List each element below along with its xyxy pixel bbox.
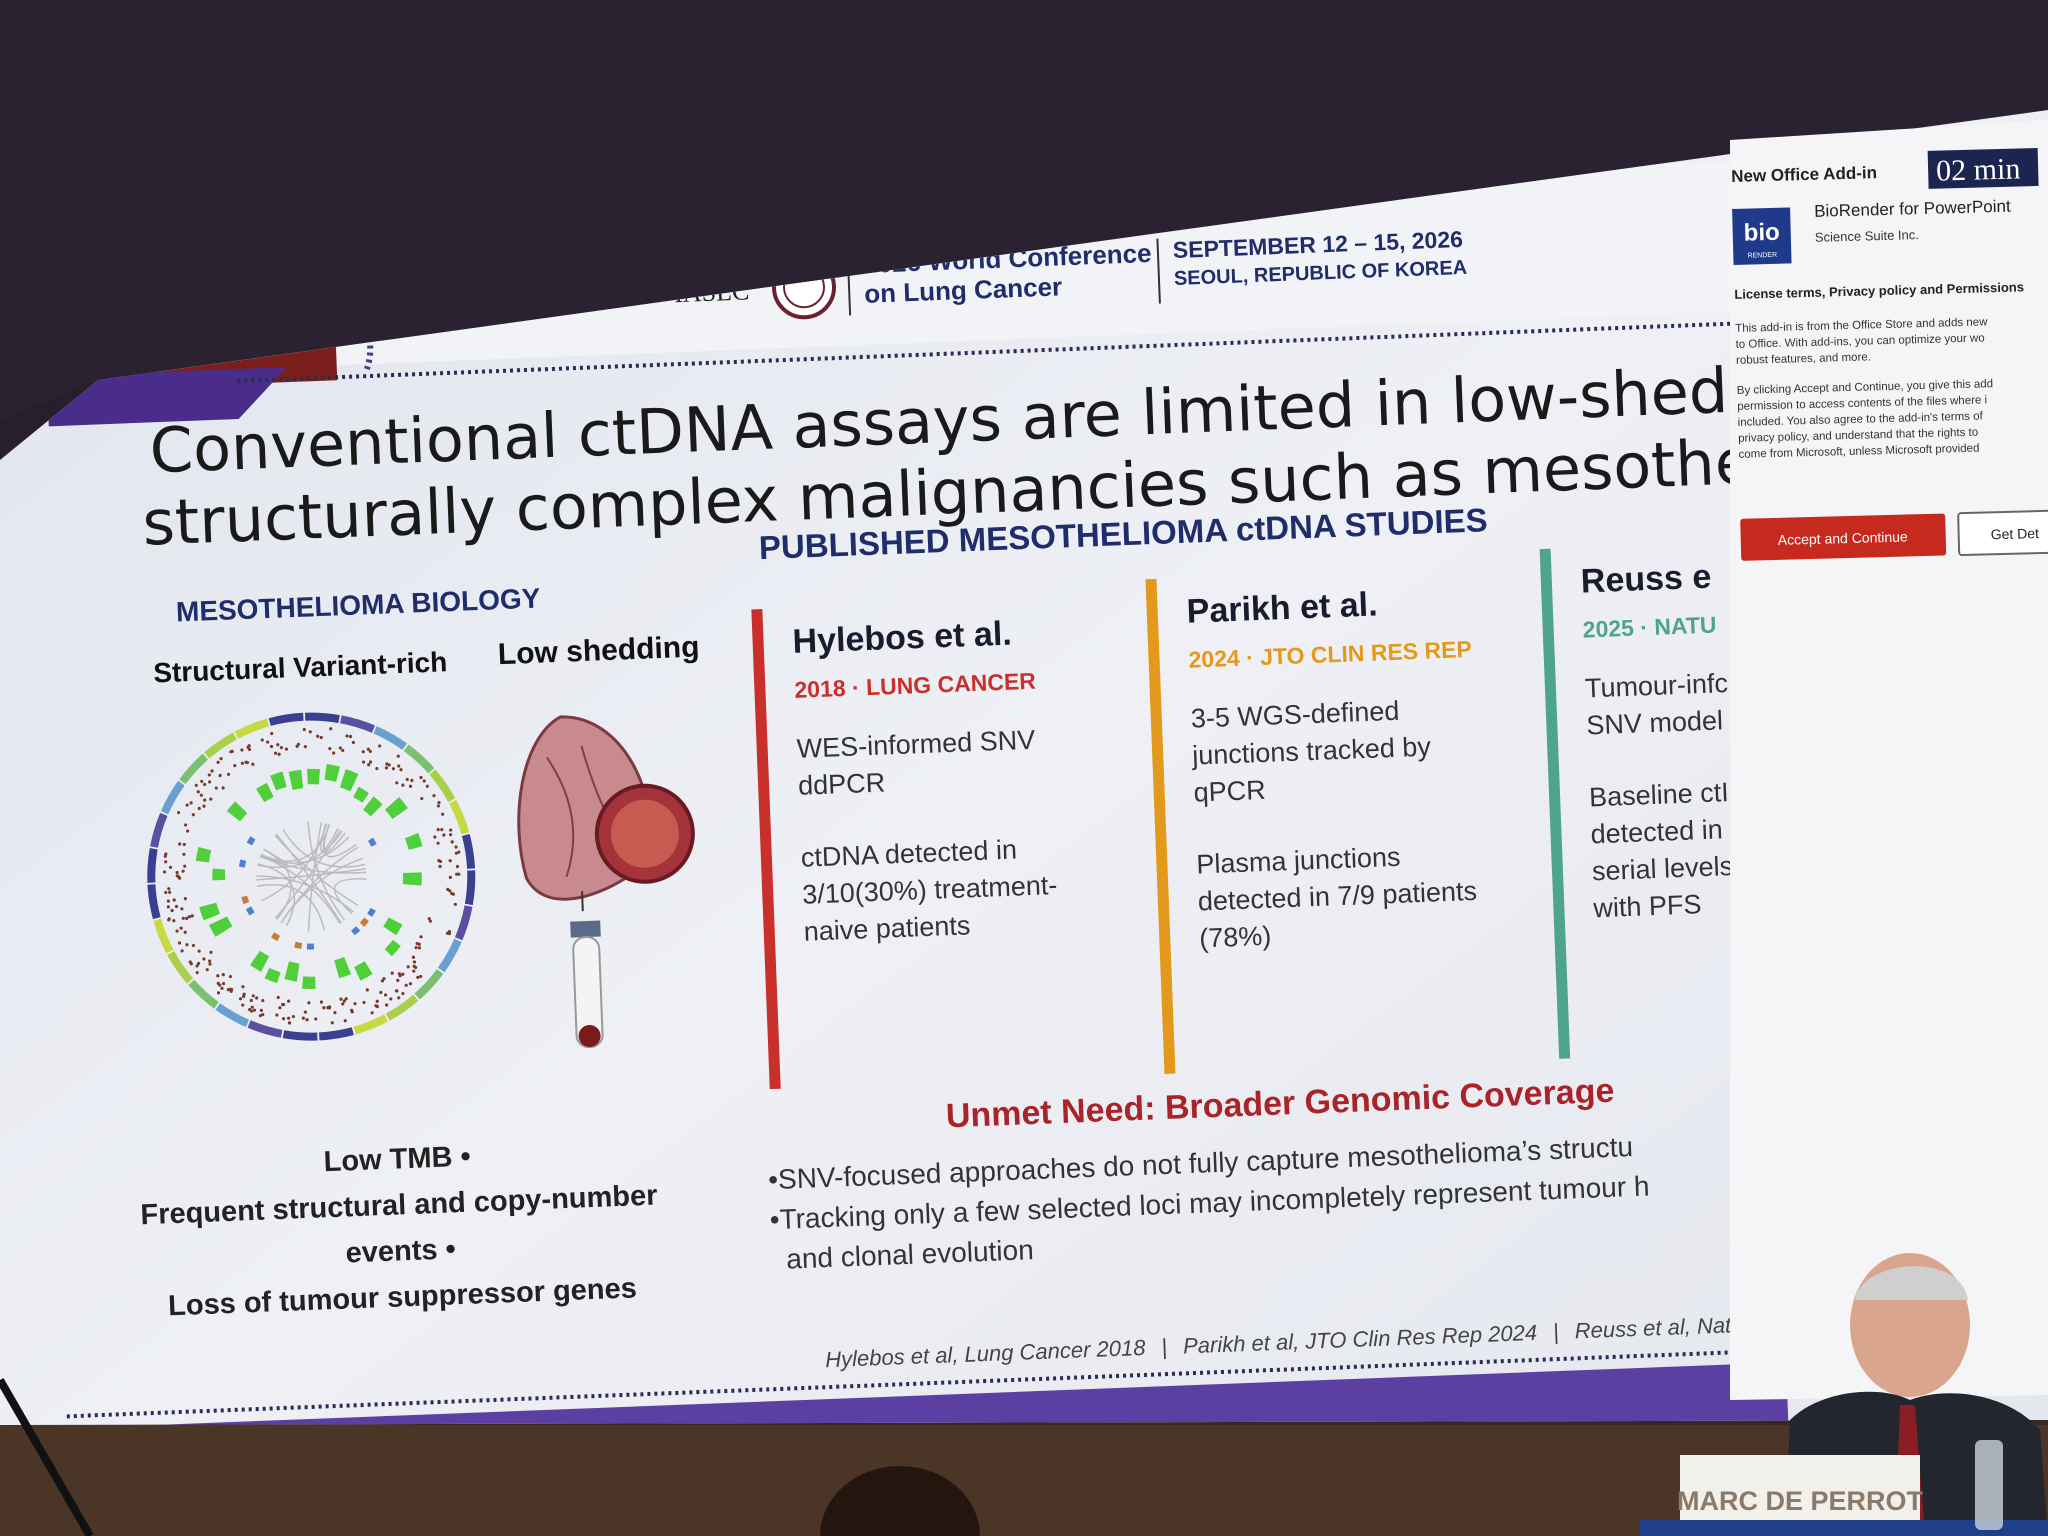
cnv-bar <box>369 909 373 915</box>
addin-logo-subtext: RENDER <box>1747 252 1777 260</box>
addin-publisher: Science Suite Inc. <box>1815 227 1919 245</box>
water-bottle <box>1975 1440 2003 1530</box>
copy-number-bar <box>337 966 348 970</box>
cnv-bar <box>307 946 314 947</box>
addin-logo-text: bio <box>1743 219 1780 247</box>
copy-number-bar <box>260 790 270 796</box>
cnv-bar <box>244 896 246 903</box>
nameplate: MARC DE PERROT <box>1677 1486 1924 1516</box>
copy-number-bar <box>412 873 413 885</box>
copy-number-bar <box>368 803 376 811</box>
copy-number-bar <box>255 957 265 964</box>
cnv-bar <box>249 838 253 844</box>
copy-number-bar <box>267 973 279 979</box>
study-result: detected in <box>1590 814 1723 849</box>
study-result: (78%) <box>1199 921 1272 954</box>
cnv-bar <box>273 935 279 939</box>
details-label: Get Det <box>1990 525 2039 542</box>
study-result: serial levels <box>1591 851 1733 886</box>
feature-line: events • <box>345 1233 456 1269</box>
cnv-bar <box>249 908 252 914</box>
copy-number-bar <box>392 803 400 814</box>
study-method: Tumour-infc <box>1584 668 1728 703</box>
feature-line: Low TMB • <box>323 1141 471 1179</box>
addin-panel <box>1730 120 2048 1400</box>
copy-number-bar <box>202 849 206 862</box>
timer: 02 min <box>1936 152 2021 187</box>
study-author: Reuss e <box>1580 558 1712 601</box>
copy-number-bar <box>357 968 369 974</box>
study-method: qPCR <box>1193 775 1266 808</box>
chromosome-band <box>150 849 155 883</box>
copy-number-bar <box>287 970 298 973</box>
copy-number-bar <box>343 778 355 783</box>
arrow <box>582 891 583 911</box>
addin-paragraphs: This add-in is from the Office Store and… <box>1735 316 1995 461</box>
copy-number-bar <box>218 920 224 931</box>
cnv-bar <box>371 839 374 845</box>
study-result: naive patients <box>803 910 971 946</box>
copy-number-bar <box>389 921 396 931</box>
copy-number-bar <box>411 836 415 849</box>
chromosome-band <box>283 1033 317 1038</box>
study-method: ddPCR <box>798 767 886 800</box>
copy-number-bar <box>307 776 319 777</box>
accept-label: Accept and Continue <box>1778 528 1909 547</box>
cnv-bar <box>242 860 244 867</box>
study-author: Parikh et al. <box>1186 585 1378 630</box>
cnv-bar <box>353 928 359 932</box>
copy-number-bar <box>233 807 241 816</box>
copy-number-bar <box>218 869 219 880</box>
chromosome-band <box>468 870 473 904</box>
copy-number-bar <box>356 792 366 799</box>
reference: | <box>1161 1334 1168 1359</box>
copy-number-bar <box>388 943 397 953</box>
copy-number-bar <box>326 771 338 774</box>
copy-number-bar <box>303 982 316 983</box>
study-source: 2025 · NATU <box>1582 611 1717 642</box>
study-method: SNV model <box>1586 705 1724 740</box>
cnv-bar <box>362 919 367 924</box>
tube-cap <box>570 921 601 938</box>
copy-number-bar <box>291 779 303 781</box>
addin-label: New Office Add-in <box>1731 163 1877 186</box>
reference: | <box>1553 1319 1560 1344</box>
cnv-bar <box>295 944 302 946</box>
study-result: with PFS <box>1592 889 1702 923</box>
copy-number-bar <box>208 905 212 917</box>
study-result: Baseline ctI <box>1589 777 1730 812</box>
chromosome-band <box>305 715 339 720</box>
copy-number-bar <box>273 779 285 783</box>
